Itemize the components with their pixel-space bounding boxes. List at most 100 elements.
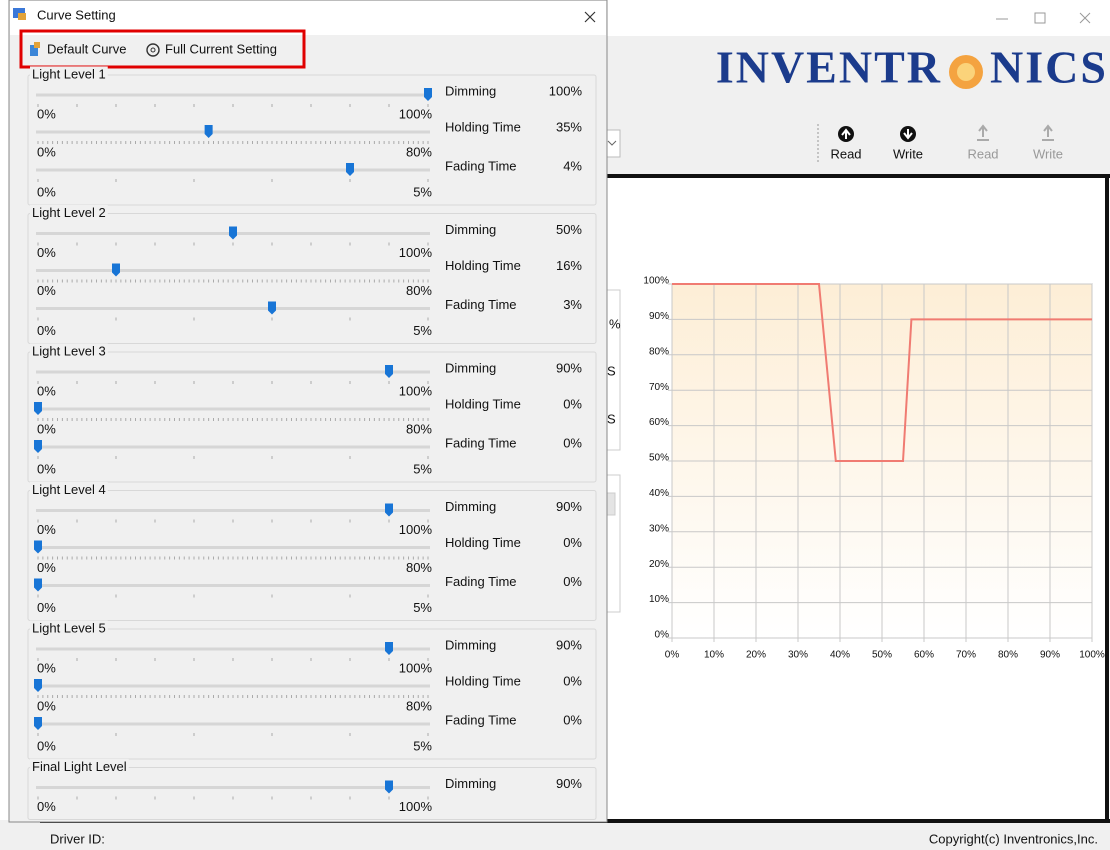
x-tick-label: 20%: [746, 650, 766, 661]
slider-max-label: 5%: [413, 461, 432, 476]
slider-min-label: 0%: [37, 461, 56, 476]
y-tick-label: 20%: [649, 559, 669, 570]
toolbar-button[interactable]: Default Curve: [47, 41, 126, 56]
window-controls: [996, 12, 1091, 24]
slider-thumb[interactable]: [112, 263, 120, 277]
slider-thumb[interactable]: [34, 679, 42, 692]
slider-min-label: 0%: [37, 144, 56, 159]
toolbar-button[interactable]: Full Current Setting: [165, 41, 277, 56]
maximize-button[interactable]: [1034, 12, 1046, 24]
slider-max-label: 100%: [399, 106, 433, 121]
y-tick-label: 70%: [649, 382, 669, 393]
setting-value: 100%: [549, 83, 583, 98]
setting-value: 50%: [556, 222, 582, 237]
setting-name: Dimming: [445, 83, 496, 98]
group-label: Final Light Level: [32, 759, 127, 774]
setting-value: 0%: [563, 396, 582, 411]
slider-min-label: 0%: [37, 283, 56, 298]
group-label-bg: [30, 66, 108, 82]
setting-name: Dimming: [445, 776, 496, 791]
setting-name: Holding Time: [445, 535, 521, 550]
slider-thumb[interactable]: [34, 540, 42, 554]
slider-min-label: 0%: [37, 738, 56, 753]
slider-thumb[interactable]: [424, 88, 432, 101]
group-box: [27, 74, 597, 206]
toolbar-icon: [1042, 124, 1054, 141]
slider-min-label: 0%: [37, 799, 56, 814]
group-box: [27, 628, 597, 760]
slider-thumb[interactable]: [385, 365, 393, 378]
slider-thumb[interactable]: [34, 578, 42, 592]
x-tick-label: 30%: [788, 650, 808, 661]
y-tick-label: 100%: [643, 276, 669, 287]
slider-thumb[interactable]: [34, 717, 42, 730]
status-bar: [0, 820, 1110, 850]
slider-min-label: 0%: [37, 383, 56, 398]
y-tick-label: 50%: [649, 453, 669, 464]
setting-name: Holding Time: [445, 119, 521, 134]
logo-sun: [949, 55, 983, 89]
slider-min-label: 0%: [37, 106, 56, 121]
setting-value: 90%: [556, 360, 582, 375]
slider-max-label: 5%: [413, 184, 432, 199]
toolbar-button[interactable]: Read: [830, 146, 861, 161]
x-tick-label: 50%: [872, 650, 892, 661]
group-box: [27, 351, 597, 483]
close-button[interactable]: [1079, 12, 1091, 24]
group-box: [27, 213, 597, 344]
slider-thumb[interactable]: [346, 163, 354, 176]
slider-min-label: 0%: [37, 421, 56, 436]
setting-value: 0%: [563, 435, 582, 450]
y-tick-label: 10%: [649, 594, 669, 605]
slider-thumb[interactable]: [204, 125, 213, 138]
setting-name: Fading Time: [445, 158, 517, 173]
toolbar-button[interactable]: Read: [967, 146, 998, 161]
toolbar-button[interactable]: Write: [1033, 146, 1063, 161]
slider-max-label: 100%: [399, 383, 433, 398]
slider-min-label: 0%: [37, 323, 56, 338]
setting-value: 16%: [556, 258, 582, 273]
group-label: Light Level 2: [32, 205, 106, 220]
slider-thumb[interactable]: [34, 440, 42, 453]
group-label: Light Level 3: [32, 343, 106, 358]
x-tick-label: 40%: [830, 650, 850, 661]
slider-max-label: 100%: [399, 799, 433, 814]
logo-right: NICS: [990, 42, 1108, 93]
y-tick-label: 0%: [655, 630, 670, 641]
setting-value: 90%: [556, 499, 582, 514]
group-label-bg: [30, 204, 108, 220]
dialog-close[interactable]: [584, 11, 596, 23]
toolbar-border: [605, 174, 1110, 178]
slider-thumb[interactable]: [385, 642, 393, 655]
slider-max-label: 80%: [406, 698, 432, 713]
setting-name: Fading Time: [445, 435, 517, 450]
setting-value: 4%: [563, 158, 582, 173]
setting-value: 90%: [556, 776, 582, 791]
slider-thumb[interactable]: [229, 226, 237, 240]
dialog-title-bar: [10, 1, 606, 35]
x-tick-label: 80%: [998, 650, 1018, 661]
setting-value: 90%: [556, 637, 582, 652]
gear-icon: [146, 43, 160, 57]
slider-thumb[interactable]: [385, 780, 393, 794]
toolbar-icon-arrow: [841, 128, 851, 139]
slider-max-label: 80%: [406, 144, 432, 159]
text-fragment: %: [609, 316, 621, 331]
highlight-box: [19, 29, 306, 69]
slider-max-label: 100%: [399, 522, 433, 537]
setting-name: Fading Time: [445, 297, 517, 312]
slider-thumb[interactable]: [268, 301, 276, 315]
slider-thumb[interactable]: [385, 503, 393, 517]
dialog-title: Curve Setting: [37, 7, 116, 22]
y-tick-label: 30%: [649, 523, 669, 534]
x-tick-label: 10%: [704, 650, 724, 661]
setting-value: 0%: [563, 712, 582, 727]
slider-thumb[interactable]: [34, 402, 42, 415]
toolbar-icon-arrow: [903, 129, 913, 140]
group-label: Light Level 4: [32, 482, 106, 497]
toolbar-button[interactable]: Write: [893, 146, 923, 161]
dialog-icon: [13, 8, 26, 20]
slider-min-label: 0%: [37, 245, 56, 260]
